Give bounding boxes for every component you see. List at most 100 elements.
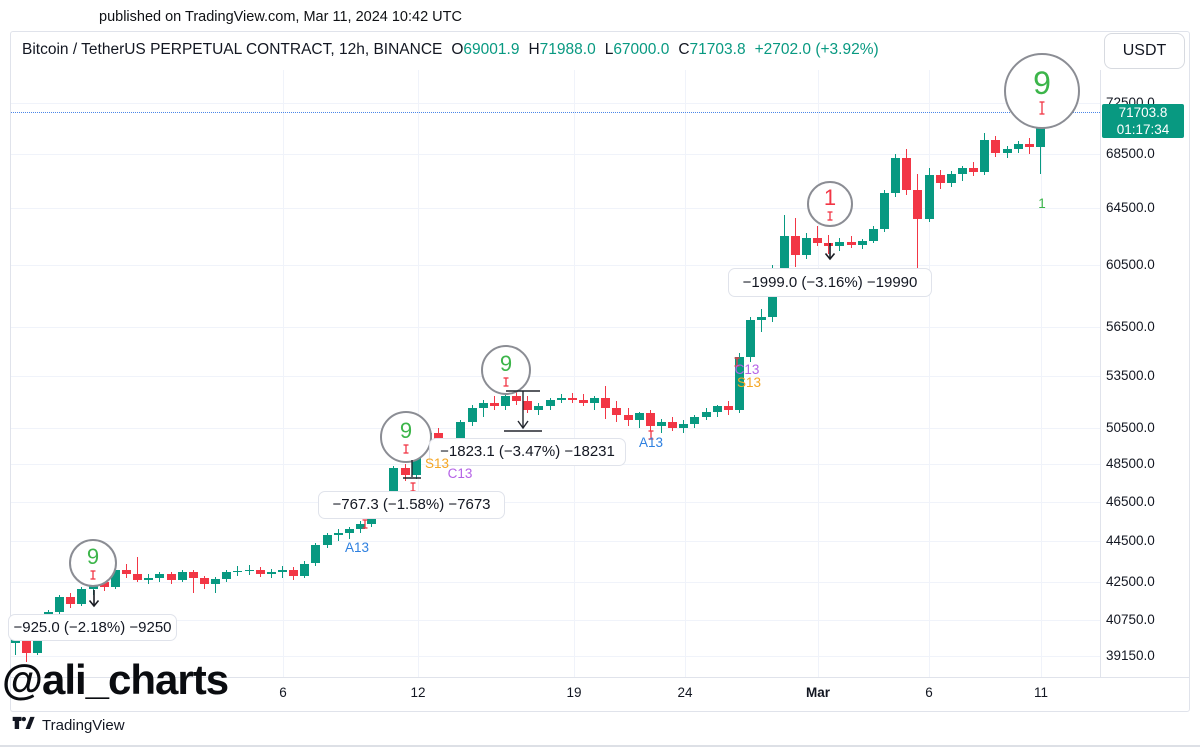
- td-count-circle[interactable]: 9: [481, 345, 531, 395]
- candle-body: [77, 588, 87, 604]
- candle-body: [757, 317, 767, 321]
- price-tick-label: 68500.0: [1106, 146, 1155, 161]
- candle-body: [177, 571, 187, 581]
- measure-callout[interactable]: −1999.0 (−3.16%) −19990: [728, 268, 932, 297]
- candle-body: [969, 168, 979, 173]
- open-value: 69001.9: [463, 41, 520, 58]
- candle-body: [1024, 143, 1034, 148]
- candle-body: [567, 397, 577, 400]
- open-label: O: [451, 41, 464, 58]
- td-count-digit: 1: [823, 185, 837, 210]
- candle-body: [690, 416, 700, 424]
- candle-body: [322, 535, 332, 546]
- candle-body: [813, 237, 823, 244]
- candle-body: [489, 402, 499, 407]
- gridline-vertical: [283, 70, 284, 677]
- candle-body: [712, 406, 722, 412]
- candle-wick: [594, 396, 596, 410]
- candle-wick: [137, 557, 139, 583]
- candle-body: [645, 413, 655, 426]
- candle-body: [790, 236, 800, 256]
- author-watermark: @ali_charts: [2, 656, 229, 703]
- candle-body: [155, 573, 165, 579]
- price-tick-label: 50500.0: [1106, 420, 1155, 435]
- candle-body: [32, 630, 42, 653]
- candle-body: [467, 408, 477, 423]
- candle-body: [21, 638, 31, 653]
- candle-body: [523, 401, 533, 410]
- candle-body: [66, 597, 76, 604]
- candle-body: [534, 406, 544, 410]
- high-label: H: [528, 41, 540, 58]
- low-label: L: [604, 41, 614, 58]
- candle-wick: [917, 173, 919, 278]
- time-tick-label: 12: [410, 685, 426, 700]
- candle-body: [679, 423, 689, 428]
- bottom-divider: [0, 745, 1200, 747]
- candle-body: [902, 157, 912, 190]
- price-axis-separator: [1100, 70, 1101, 677]
- candle-body: [188, 571, 198, 579]
- gridline-horizontal: [11, 265, 1100, 266]
- candle-body: [344, 529, 354, 533]
- candle-body: [556, 397, 566, 400]
- td-deferred-tick-icon: [402, 444, 410, 454]
- candle-body: [311, 545, 321, 564]
- down-arrow-icon: [823, 243, 837, 261]
- measure-callout[interactable]: −1823.1 (−3.47%) −18231: [429, 438, 626, 466]
- chart-canvas[interactable]: [11, 70, 1100, 677]
- gridline-horizontal: [11, 208, 1100, 209]
- candle-body: [255, 569, 265, 574]
- gridline-horizontal: [11, 103, 1100, 104]
- gridline-vertical: [929, 70, 930, 677]
- gridline-horizontal: [11, 154, 1100, 155]
- td-deferred-tick-icon: [826, 211, 834, 221]
- candle-wick: [482, 399, 484, 417]
- td-count-digit: 9: [499, 351, 513, 376]
- candle-body: [278, 569, 288, 572]
- td-count-circle[interactable]: 9: [1004, 53, 1080, 129]
- indicator-label: S13: [736, 375, 762, 390]
- candle-body: [244, 569, 254, 572]
- td-count-circle[interactable]: 9: [69, 539, 117, 587]
- price-range-tool[interactable]: [392, 459, 432, 481]
- candle-body: [500, 396, 510, 407]
- candle-body: [824, 243, 834, 247]
- td-count-circle[interactable]: 9: [380, 411, 432, 463]
- td-count-circle[interactable]: 1: [807, 181, 853, 227]
- candle-wick: [661, 418, 663, 433]
- close-label: C: [678, 41, 690, 58]
- candle-body: [1013, 143, 1023, 149]
- measure-callout[interactable]: −767.3 (−1.58%) −7673: [318, 491, 505, 519]
- candle-body: [578, 399, 588, 403]
- change-value: +2702.0 (+3.92%): [754, 41, 879, 58]
- time-tick-label: 6: [925, 685, 933, 700]
- candle-wick: [817, 226, 819, 247]
- candle-body: [846, 241, 856, 245]
- candle-body: [11, 638, 20, 644]
- price-tick-label: 64500.0: [1106, 200, 1155, 215]
- down-arrow-icon: [87, 590, 101, 608]
- td-count-digit: 9: [399, 418, 413, 443]
- measure-callout[interactable]: −925.0 (−2.18%) −9250: [8, 614, 177, 641]
- indicator-label: S13: [424, 456, 450, 471]
- td-deferred-tick-icon: [89, 570, 97, 580]
- candle-body: [857, 240, 867, 245]
- candle-body: [55, 597, 65, 613]
- currency-toggle-button[interactable]: USDT: [1104, 33, 1185, 69]
- price-tick-label: 40750.0: [1106, 612, 1155, 627]
- td-deferred-tick-icon: [1038, 101, 1046, 115]
- td-deferred-tick-icon: [733, 357, 741, 367]
- candle-body: [389, 467, 399, 512]
- gridline-horizontal: [11, 327, 1100, 328]
- price-range-tool[interactable]: [503, 389, 543, 433]
- tradingview-logo-icon: [12, 716, 35, 734]
- td-deferred-tick-icon: [647, 430, 655, 440]
- footer-brand[interactable]: TradingView: [12, 716, 125, 734]
- candle-body: [935, 175, 945, 184]
- candle-body: [99, 582, 109, 587]
- candle-body: [166, 573, 176, 581]
- candle-body: [612, 408, 622, 416]
- candle-wick: [215, 577, 217, 593]
